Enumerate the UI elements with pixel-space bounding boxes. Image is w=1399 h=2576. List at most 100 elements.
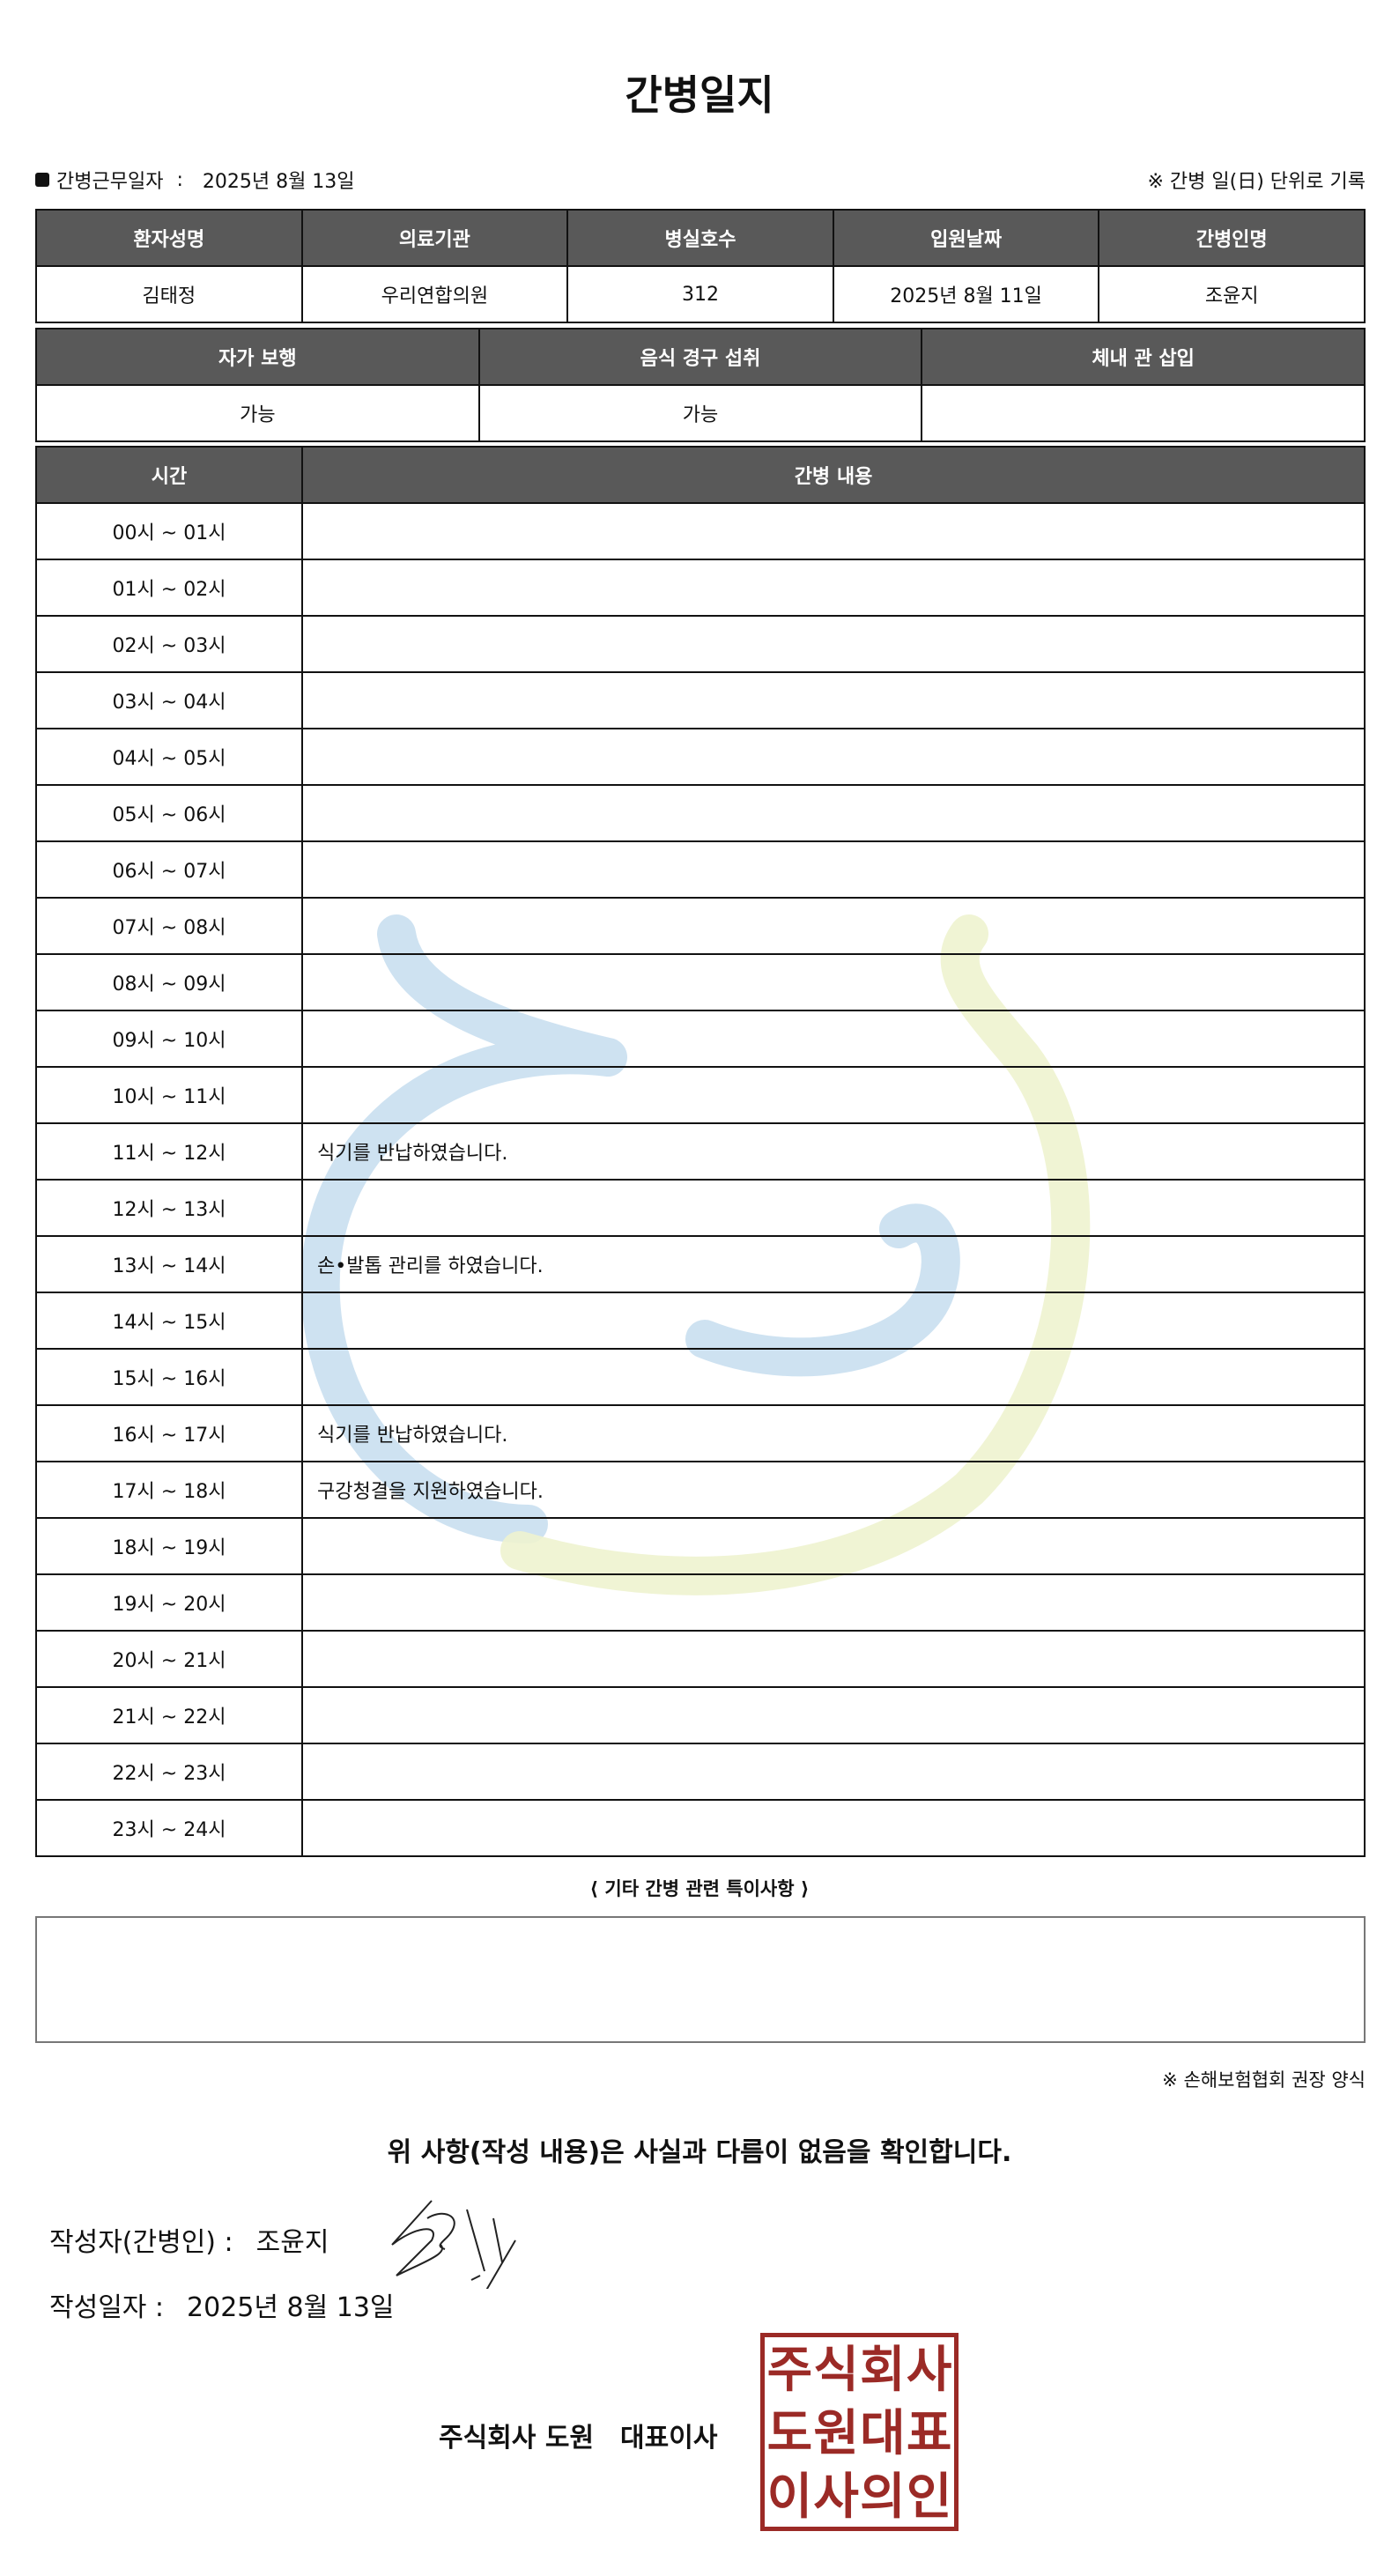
table-row: 10시 ~ 11시 [35, 1066, 1366, 1124]
table-row: 23시 ~ 24시 [35, 1799, 1366, 1857]
table-row: 00시 ~ 01시 [35, 502, 1366, 560]
seal-character: 도 [766, 2405, 813, 2462]
time-cell: 11시 ~ 12시 [35, 1122, 303, 1181]
caregiver-name: 조윤지 [1098, 265, 1366, 323]
page-title: 간병일지 [625, 71, 774, 119]
table-row: 13시 ~ 14시 손•발톱 관리를 하였습니다. [35, 1235, 1366, 1293]
content-cell [301, 1573, 1366, 1632]
time-cell: 00시 ~ 01시 [35, 502, 303, 560]
square-bullet-icon [35, 173, 49, 187]
time-cell: 13시 ~ 14시 [35, 1235, 303, 1293]
content-cell [301, 1066, 1366, 1124]
header-time: 시간 [35, 446, 303, 504]
content-cell [301, 502, 1366, 560]
seal-character: 의 [860, 2469, 906, 2526]
form-note: ※ 손해보험협회 권장 양식 [1162, 2069, 1366, 2091]
seal-character: 식 [813, 2342, 859, 2399]
time-cell: 09시 ~ 10시 [35, 1010, 303, 1068]
work-date: 2025년 8월 13일 [202, 171, 355, 193]
content-cell [301, 615, 1366, 673]
write-date-line: 작성일자 : 2025년 8월 13일 [49, 2285, 395, 2324]
unit-note: ※ 간병 일(日) 단위로 기록 [1147, 171, 1366, 193]
time-cell: 23시 ~ 24시 [35, 1799, 303, 1857]
time-cell: 17시 ~ 18시 [35, 1461, 303, 1519]
time-cell: 04시 ~ 05시 [35, 728, 303, 786]
content-cell [301, 840, 1366, 899]
time-cell: 18시 ~ 19시 [35, 1517, 303, 1575]
content-cell [301, 1630, 1366, 1688]
seal-character: 회 [860, 2342, 906, 2399]
header-content: 간병 내용 [301, 446, 1366, 504]
time-cell: 01시 ~ 02시 [35, 559, 303, 617]
content-cell: 손•발톱 관리를 하였습니다. [301, 1235, 1366, 1293]
seal-character: 표 [906, 2405, 952, 2462]
work-date-line: 간병근무일자 : 2025년 8월 13일 [35, 166, 355, 194]
time-cell: 03시 ~ 04시 [35, 671, 303, 729]
seal-character: 원 [813, 2405, 859, 2462]
time-cell: 12시 ~ 13시 [35, 1179, 303, 1237]
header-cell: 체내 관 삽입 [921, 328, 1366, 386]
content-cell: 구강청결을 지원하였습니다. [301, 1461, 1366, 1519]
time-cell: 10시 ~ 11시 [35, 1066, 303, 1124]
time-cell: 14시 ~ 15시 [35, 1292, 303, 1350]
header-cell: 환자성명 [35, 209, 303, 267]
header-cell: 입원날짜 [832, 209, 1100, 267]
special-notes-label: ⟨ 기타 간병 관련 특이사항 ⟩ [589, 1878, 810, 1899]
content-cell [301, 1517, 1366, 1575]
room-number: 312 [566, 265, 834, 323]
content-cell [301, 1686, 1366, 1744]
status-table: 자가 보행 음식 경구 섭취 체내 관 삽입 가능 가능 [35, 328, 1366, 442]
table-row: 22시 ~ 23시 [35, 1743, 1366, 1801]
tube-status [921, 384, 1366, 442]
time-cell: 16시 ~ 17시 [35, 1404, 303, 1462]
table-row: 09시 ~ 10시 [35, 1010, 1366, 1068]
header-cell: 자가 보행 [35, 328, 480, 386]
table-row: 08시 ~ 09시 [35, 953, 1366, 1011]
table-row: 03시 ~ 04시 [35, 671, 1366, 729]
time-cell: 07시 ~ 08시 [35, 897, 303, 955]
table-row: 19시 ~ 20시 [35, 1573, 1366, 1632]
seal-character: 대 [860, 2405, 906, 2462]
header-cell: 병실호수 [566, 209, 834, 267]
time-cell: 02시 ~ 03시 [35, 615, 303, 673]
company-line: 주식회사 도원 대표이사 [439, 2416, 717, 2454]
content-cell [301, 1743, 1366, 1801]
institution: 우리연합의원 [300, 265, 569, 323]
signature [391, 2200, 516, 2289]
writer-label: 작성자(간병인) : [49, 2227, 233, 2258]
content-cell [301, 953, 1366, 1011]
content-cell [301, 897, 1366, 955]
oral-intake-status: 가능 [477, 384, 923, 442]
seal-character: 사 [813, 2469, 859, 2526]
time-cell: 06시 ~ 07시 [35, 840, 303, 899]
walking-status: 가능 [35, 384, 480, 442]
table-row: 05시 ~ 06시 [35, 784, 1366, 842]
ceo-label: 대표이사 [620, 2423, 718, 2454]
company-name: 주식회사 도원 [439, 2423, 595, 2454]
content-cell [301, 1010, 1366, 1068]
seal-character: 인 [906, 2469, 952, 2526]
time-cell: 22시 ~ 23시 [35, 1743, 303, 1801]
admission-date: 2025년 8월 11일 [832, 265, 1100, 323]
write-date-label: 작성일자 : [49, 2292, 165, 2323]
content-cell [301, 1799, 1366, 1857]
writer-name: 조윤지 [255, 2227, 329, 2258]
table-row: 06시 ~ 07시 [35, 840, 1366, 899]
table-row: 20시 ~ 21시 [35, 1630, 1366, 1688]
content-cell [301, 1292, 1366, 1350]
table-row: 18시 ~ 19시 [35, 1517, 1366, 1575]
confirm-statement: 위 사항(작성 내용)은 사실과 다름이 없음을 확인합니다. [387, 2137, 1012, 2168]
table-row: 07시 ~ 08시 [35, 897, 1366, 955]
table-row: 15시 ~ 16시 [35, 1348, 1366, 1406]
time-cell: 20시 ~ 21시 [35, 1630, 303, 1688]
seal-character: 이 [766, 2469, 813, 2526]
header-cell: 간병인명 [1098, 209, 1366, 267]
colon: : [170, 168, 196, 191]
table-row: 14시 ~ 15시 [35, 1292, 1366, 1350]
time-cell: 08시 ~ 09시 [35, 953, 303, 1011]
header-cell: 음식 경구 섭취 [477, 328, 923, 386]
content-cell [301, 1348, 1366, 1406]
patient-name: 김태정 [35, 265, 303, 323]
table-row: 12시 ~ 13시 [35, 1179, 1366, 1237]
table-row: 17시 ~ 18시 구강청결을 지원하였습니다. [35, 1461, 1366, 1519]
